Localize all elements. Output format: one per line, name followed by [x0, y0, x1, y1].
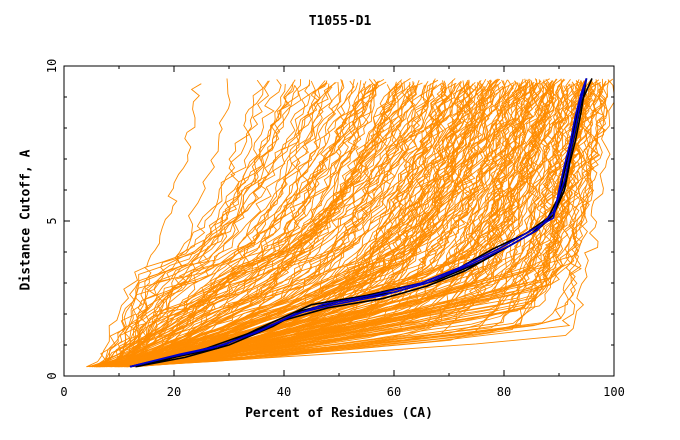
model-curve — [98, 81, 417, 368]
model-curve — [118, 85, 417, 368]
model-curve — [109, 82, 374, 368]
model-curve — [118, 85, 372, 368]
model-curve — [108, 80, 328, 368]
model-curve — [124, 78, 593, 368]
model-curve — [119, 83, 597, 368]
model-curve — [92, 79, 610, 368]
model-curve — [117, 81, 413, 368]
model-curve — [96, 78, 436, 368]
y-tick-label: 0 — [45, 372, 59, 379]
axes: 0 20 40 60 80 100 0 5 10 — [45, 59, 625, 399]
x-tick-label: 0 — [60, 385, 67, 399]
model-curve — [113, 78, 500, 368]
highlight-curves — [129, 78, 593, 368]
x-tick-label: 20 — [167, 385, 181, 399]
model-curve — [95, 80, 607, 368]
model-curve — [97, 82, 593, 368]
model-curve — [130, 83, 444, 368]
model-curve — [93, 80, 435, 368]
model-curve — [96, 82, 359, 368]
model-curve — [130, 80, 448, 368]
model-curve — [101, 84, 527, 368]
model-curve — [103, 84, 377, 368]
model-curve — [133, 84, 371, 367]
x-tick-label: 60 — [387, 385, 401, 399]
y-axis-label: Distance Cutoff, A — [18, 149, 34, 291]
model-curve — [128, 79, 562, 368]
y-tick-label: 10 — [45, 59, 59, 73]
model-curve — [130, 80, 587, 368]
model-curve — [128, 79, 264, 368]
model-curve — [96, 83, 367, 368]
model-curve — [114, 83, 330, 368]
model-curve — [110, 87, 467, 368]
model-curve — [103, 78, 499, 368]
x-tick-label: 100 — [603, 385, 625, 399]
model-curve — [102, 82, 606, 368]
model-curve — [97, 79, 497, 368]
model-curve — [94, 81, 564, 368]
model-curve — [117, 80, 607, 368]
model-curve — [95, 79, 380, 368]
chart-title: T1055-D1 — [308, 14, 372, 29]
model-curve — [130, 83, 311, 368]
model-curve — [93, 80, 269, 368]
model-curve — [102, 80, 521, 368]
model-curve — [121, 83, 515, 368]
model-curve — [100, 84, 556, 368]
model-curve — [96, 78, 377, 368]
model-curve — [117, 85, 468, 368]
model-curve — [95, 79, 615, 368]
x-tick-label: 40 — [277, 385, 291, 399]
model-curve — [104, 81, 341, 368]
model-curve — [100, 80, 517, 368]
model-curve — [98, 79, 531, 368]
model-curves — [86, 78, 615, 368]
model-curve — [114, 86, 435, 368]
model-curve — [127, 86, 333, 368]
model-curve — [112, 80, 270, 368]
y-tick-label: 5 — [45, 217, 59, 224]
model-curve — [122, 82, 328, 368]
model-curve — [110, 78, 566, 368]
model-curve — [128, 82, 442, 368]
model-curve — [100, 79, 600, 368]
model-curve — [111, 79, 296, 367]
model-curve — [86, 83, 202, 368]
model-curve — [121, 80, 597, 368]
model-curve — [92, 79, 566, 368]
model-curve — [99, 81, 328, 367]
model-curve — [113, 83, 456, 368]
model-curve — [127, 82, 415, 368]
model-curve — [133, 83, 415, 367]
highlight-curve — [129, 78, 588, 368]
model-curve — [110, 79, 439, 368]
model-curve — [127, 80, 316, 368]
model-curve — [120, 83, 431, 368]
model-curve — [130, 81, 548, 368]
highlight-curve — [129, 78, 588, 368]
model-curve — [100, 79, 310, 367]
model-curve — [135, 86, 447, 368]
x-tick-label: 80 — [497, 385, 511, 399]
model-curve — [115, 84, 299, 367]
x-axis-label: Percent of Residues (CA) — [245, 406, 433, 421]
model-curve — [134, 80, 586, 368]
